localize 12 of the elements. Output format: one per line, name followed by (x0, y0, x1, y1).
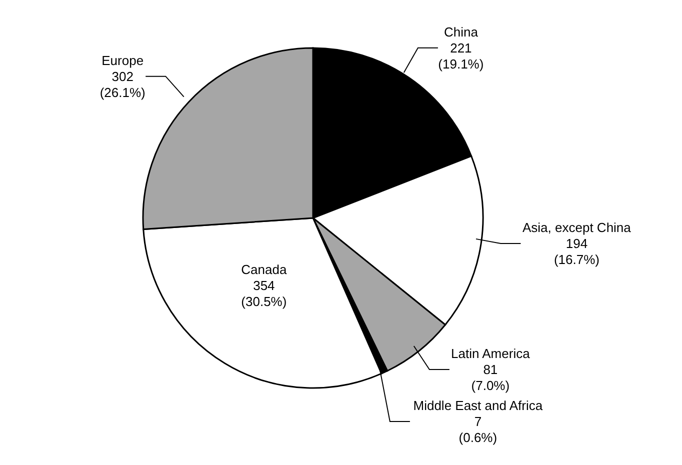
slice-label: Europe (102, 52, 144, 68)
data-label: 302 (26.1%) (100, 68, 146, 100)
slice-label: Asia, except China (522, 220, 632, 236)
slice-label: Canada (241, 262, 288, 278)
slice-label: Latin America (451, 346, 531, 361)
data-label: 7 (0.6%) (458, 414, 498, 445)
data-label: 194 (16.7%) (554, 236, 600, 268)
data-label: 81 (7.0%) (471, 362, 510, 393)
data-label: 354 (30.5%) (241, 278, 287, 310)
slice-label: China (444, 24, 479, 40)
data-label: 221 (19.1%) (438, 40, 484, 72)
slice-label: Middle East and Africa (413, 398, 544, 413)
